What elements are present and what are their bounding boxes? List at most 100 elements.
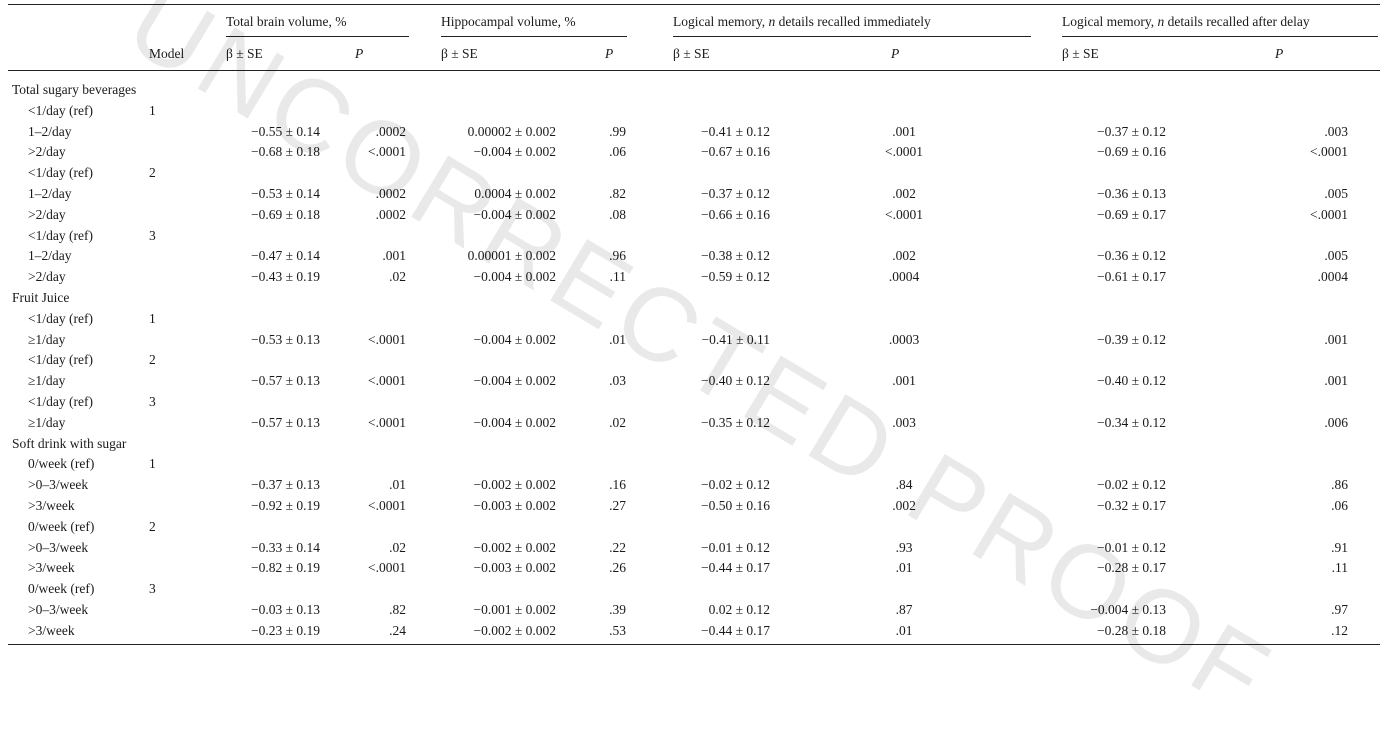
lm-immediate-p-cell: .01 [895,560,913,576]
hippocampal-beta-cell: −0.004 ± 0.002 [473,373,556,389]
hippocampal-beta-cell: −0.003 ± 0.002 [473,560,556,576]
lm-immediate-beta-cell: −0.02 ± 0.12 [700,477,770,493]
table-row: <1/day (ref) 3 [0,226,1380,247]
row-label: >0–3/week [28,477,89,493]
row-label: ≥1/day [28,331,66,347]
hippocampal-p-cell: .02 [609,414,626,430]
spanner-rule-lm-immediate [673,36,1031,38]
row-label: <1/day (ref) [28,352,93,368]
header-beta-1: β ± SE [226,46,263,61]
brain-p-cell: <.0001 [368,373,406,389]
brain-beta-cell: −0.92 ± 0.19 [250,498,320,513]
row-label: >2/day [28,269,66,285]
brain-p-cell: .02 [389,539,406,555]
lm-immediate-beta-cell: −0.44 ± 0.17 [700,622,770,638]
lm-delay-beta-cell: −0.01 ± 0.12 [1096,539,1166,555]
table-bottom-rule [8,644,1380,646]
brain-p-cell: .0002 [375,123,406,139]
row-label: >2/day [28,144,66,160]
lm-delay-p-cell: <.0001 [1310,144,1348,160]
row-label: 1–2/day [28,186,72,201]
table-row: 1–2/day −0.47 ± 0.14 .001 0.00001 ± 0.002 .9… [0,246,1380,267]
brain-beta-cell: −0.82 ± 0.19 [250,560,320,576]
spanner-rule-lm-delay [1062,36,1378,38]
hippocampal-p-cell: .53 [609,622,626,638]
row-label: 0/week (ref) [28,581,95,597]
header-total-brain-volume: Total brain volume, % [226,14,347,29]
hippocampal-beta-cell: −0.004 ± 0.002 [473,206,556,222]
lm-delay-beta-cell: −0.69 ± 0.16 [1096,144,1166,160]
brain-beta-cell: −0.55 ± 0.14 [250,123,320,139]
lm-immediate-p-cell: .002 [892,248,916,264]
lm-delay-p-cell: .005 [1324,186,1348,201]
lm-delay-p-cell: .12 [1331,622,1348,638]
lm-immediate-p-cell: .003 [892,414,916,430]
spanner-rule-hippocampal [441,36,627,38]
lm-immediate-p-cell: .0004 [888,269,920,285]
lm-delay-beta-cell: −0.004 ± 0.13 [1090,602,1166,617]
header-logical-memory-immediate: Logical memory, n details recalled immed… [673,14,931,30]
brain-p-cell: .82 [389,602,406,617]
hippocampal-p-cell: .11 [609,269,626,285]
lm-immediate-beta-cell: −0.37 ± 0.12 [700,186,770,201]
row-label: >0–3/week [28,602,89,617]
header-lm-delay-post: details recalled after delay [1164,14,1310,29]
brain-beta-cell: −0.53 ± 0.14 [250,186,320,201]
lm-immediate-beta-cell: −0.66 ± 0.16 [700,206,770,222]
hippocampal-beta-cell: −0.001 ± 0.002 [473,602,556,617]
hippocampal-p-cell: .16 [609,477,626,493]
lm-delay-p-cell: .11 [1331,560,1348,576]
lm-delay-p-cell: .86 [1331,477,1348,493]
model-number: 1 [149,310,156,326]
brain-p-cell: .24 [389,622,406,638]
model-number: 2 [149,165,156,181]
header-lm-immediate-pre: Logical memory, [673,14,769,29]
table-row: >0–3/week −0.03 ± 0.13 .82 −0.001 ± 0.002 .3… [0,600,1380,621]
row-label: >2/day [28,206,66,222]
table-top-rule [8,4,1380,6]
header-lm-delay-pre: Logical memory, [1062,14,1158,29]
lm-immediate-beta-cell: −0.41 ± 0.12 [700,123,770,139]
brain-p-cell: .01 [389,477,406,493]
table-row: <1/day (ref) 1 [0,101,1380,122]
lm-delay-p-cell: .003 [1324,123,1348,139]
header-model: Model [149,46,185,61]
brain-beta-cell: −0.37 ± 0.13 [250,477,320,493]
lm-immediate-beta-cell: −0.35 ± 0.12 [700,414,770,430]
hippocampal-beta-cell: 0.00001 ± 0.002 [467,248,556,264]
lm-immediate-p-cell: .93 [895,539,913,555]
header-beta-4: β ± SE [1062,46,1099,61]
header-p-1: P [355,46,364,61]
section-row: Fruit Juice [0,288,1380,309]
row-label: <1/day (ref) [28,227,93,243]
table-row: 0/week (ref) 3 [0,579,1380,600]
lm-immediate-beta-cell: −0.59 ± 0.12 [700,269,770,285]
spanner-rule-brain [226,36,409,38]
hippocampal-p-cell: .26 [609,560,626,576]
row-label: >3/week [28,498,75,513]
row-label: 1–2/day [28,248,72,264]
lm-delay-beta-cell: −0.61 ± 0.17 [1096,269,1166,285]
lm-immediate-p-cell: .002 [892,498,916,513]
lm-immediate-p-cell: .001 [892,123,916,139]
lm-delay-p-cell: .06 [1331,498,1348,513]
brain-p-cell: .0002 [375,186,406,201]
table-row: >0–3/week −0.33 ± 0.14 .02 −0.002 ± 0.002 .2… [0,538,1380,559]
hippocampal-p-cell: .03 [609,373,626,389]
table-row: >3/week −0.23 ± 0.19 .24 −0.002 ± 0.002 .53 −… [0,621,1380,642]
hippocampal-beta-cell: −0.004 ± 0.002 [473,331,556,347]
header-lm-delay-n: n [1157,14,1165,29]
lm-immediate-beta-cell: −0.44 ± 0.17 [700,560,770,576]
hippocampal-p-cell: .82 [609,186,626,201]
lm-delay-p-cell: .91 [1331,539,1348,555]
row-label: <1/day (ref) [28,165,93,181]
row-label: <1/day (ref) [28,310,93,326]
lm-immediate-p-cell: .84 [895,477,913,493]
brain-beta-cell: −0.53 ± 0.13 [250,331,320,347]
header-lm-immediate-n: n [768,14,776,29]
hippocampal-beta-cell: −0.002 ± 0.002 [473,622,556,638]
row-label: <1/day (ref) [28,394,93,409]
lm-immediate-p-cell: .002 [892,186,916,201]
lm-immediate-beta-cell: −0.67 ± 0.16 [700,144,770,160]
table-row: >0–3/week −0.37 ± 0.13 .01 −0.002 ± 0.002 .1… [0,475,1380,496]
